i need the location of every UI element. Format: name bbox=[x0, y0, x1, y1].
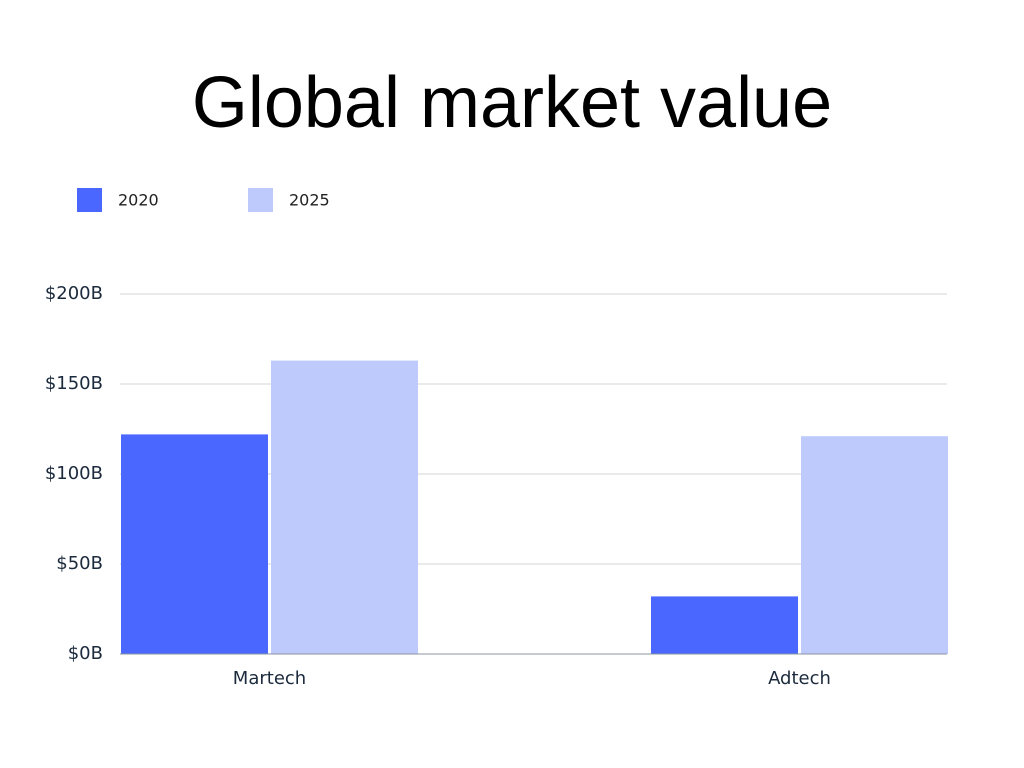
bar bbox=[121, 434, 268, 654]
y-tick-label: $50B bbox=[56, 553, 103, 574]
y-tick-label: $150B bbox=[45, 373, 103, 394]
bar bbox=[801, 436, 948, 654]
bar bbox=[271, 360, 418, 654]
x-tick-label: Martech bbox=[233, 668, 306, 689]
legend-label: 2025 bbox=[289, 191, 330, 210]
y-tick-label: $0B bbox=[68, 643, 103, 664]
legend-swatch bbox=[248, 188, 273, 212]
x-tick-label: Adtech bbox=[768, 668, 831, 689]
legend-label: 2020 bbox=[118, 191, 159, 210]
y-tick-label: $100B bbox=[45, 463, 103, 484]
chart-title: Global market value bbox=[192, 63, 832, 143]
legend-swatch bbox=[77, 188, 102, 212]
y-tick-label: $200B bbox=[45, 283, 103, 304]
bar bbox=[651, 596, 798, 654]
